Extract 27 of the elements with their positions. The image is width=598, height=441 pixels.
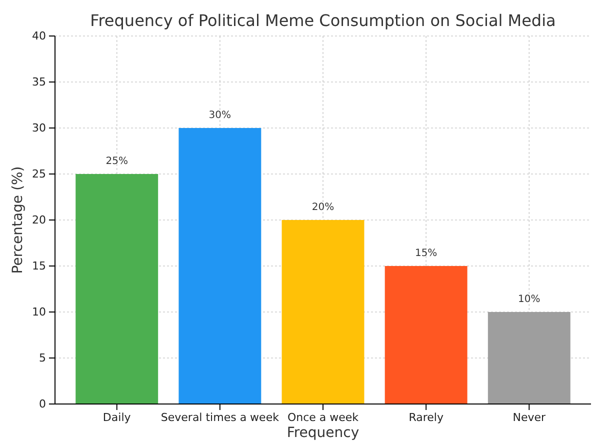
x-tick-label: Several times a week xyxy=(160,410,280,424)
data-label: 30% xyxy=(208,110,232,121)
data-label: 25% xyxy=(106,156,128,167)
y-tick-label: 10 xyxy=(32,306,46,319)
bar xyxy=(178,128,262,404)
bar xyxy=(76,174,158,404)
data-label: 15% xyxy=(414,248,438,259)
y-tick-label: 35 xyxy=(32,76,46,89)
chart-title: Frequency of Political Meme Consumption on Social Media xyxy=(90,11,556,30)
x-tick-label: Once a week xyxy=(287,410,360,424)
bar xyxy=(282,220,364,404)
data-label: 10% xyxy=(518,294,540,305)
x-tick-label: Daily xyxy=(102,410,132,424)
y-tick-label: 25 xyxy=(32,168,46,181)
y-tick-label: 40 xyxy=(32,30,46,43)
y-tick-label: 15 xyxy=(32,260,46,273)
y-tick-label: 20 xyxy=(32,214,46,227)
y-tick-label: 5 xyxy=(39,352,46,365)
y-axis-title: Percentage (%) xyxy=(10,166,26,274)
x-tick-label: Never xyxy=(512,410,546,424)
y-tick-label: 0 xyxy=(39,398,46,411)
x-axis-title: Frequency xyxy=(286,425,360,441)
bar xyxy=(384,266,468,404)
x-tick-label: Rarely xyxy=(408,410,444,424)
bar xyxy=(488,312,570,404)
y-tick-label: 30 xyxy=(32,122,46,135)
data-label: 20% xyxy=(312,202,334,213)
